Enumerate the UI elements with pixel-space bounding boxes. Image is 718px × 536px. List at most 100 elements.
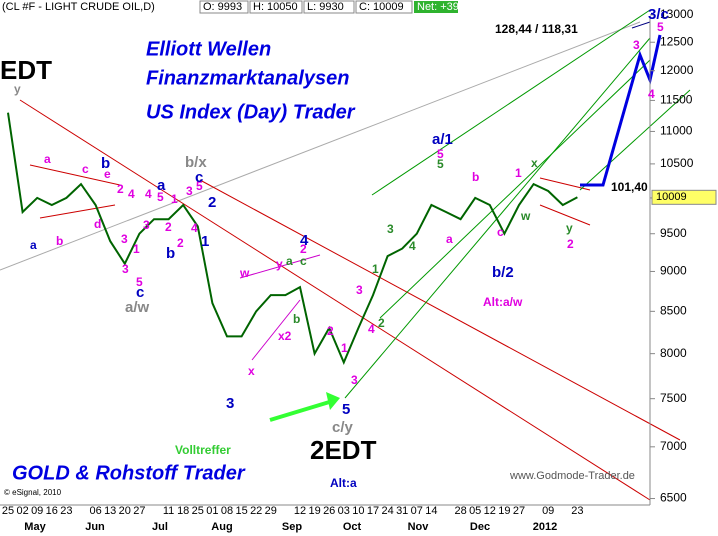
month-label: Jun [85,521,105,533]
quote-open: O: 9993 [203,1,242,13]
month-label: Dec [470,521,490,533]
annotation: a [44,152,51,166]
annotation: d [94,217,101,231]
y-tick-label: 9000 [660,264,687,278]
quote-close: C: 10009 [359,1,404,13]
annotation: b/x [185,154,207,171]
trend-line [19,99,651,501]
annotation: 2 [165,220,172,234]
annotation: 4 [145,187,152,201]
copyright: © eSignal, 2010 [4,488,62,497]
annotation: c [136,284,144,301]
annotation: e [104,167,111,181]
y-tick-label: 7500 [660,391,687,405]
annotation: 4 [128,187,135,201]
x-tick-label: 12 [294,505,306,517]
annotation: 5 [657,20,664,34]
annotation: x2 [278,329,292,343]
chart-title: (CL #F - LIGHT CRUDE OIL,D) [2,1,155,13]
annotation: 5 [136,275,143,289]
x-tick-label: 16 [46,505,58,517]
annotation: 1 [341,341,348,355]
x-tick-label: 17 [367,505,379,517]
trend-line [0,21,641,271]
annotation: a [286,254,293,268]
annotation: b [166,245,175,262]
x-tick-label: 25 [2,505,14,517]
x-tick-label: 05 [469,505,481,517]
y-tick-label: 12500 [660,34,694,48]
annotation: 4 [368,322,375,336]
month-label: Aug [211,521,232,533]
annotation: c [82,162,89,176]
annotation: 3 [122,262,129,276]
annotation: 128,44 / 118,31 [495,22,578,36]
annotation: 5 [437,157,444,171]
x-tick-label: 14 [425,505,437,517]
annotation: c [300,254,307,268]
annotation: y [14,82,21,96]
x-tick-label: 03 [338,505,350,517]
quote-box [303,0,355,14]
annotation: b/2 [492,264,514,281]
annotation: GOLD & Rohstoff Trader [12,462,246,484]
annotation: c/y [332,419,354,436]
annotation: Alt:a [330,476,357,490]
annotation: w [520,209,531,223]
annotation: Finanzmarktanalysen [146,67,349,89]
annotation: y [566,221,573,235]
annotation: w [239,266,250,280]
last-price-box [651,189,717,205]
quote-net: Net: +39 [417,1,459,13]
x-tick-label: 31 [396,505,408,517]
annotation: 1 [515,166,522,180]
annotation: c [497,225,504,239]
y-tick-label: 11000 [660,124,693,138]
quote-box [249,0,303,14]
quote-box [355,0,413,14]
annotation: 5 [157,190,164,204]
quote-low: L: 9930 [307,1,344,13]
x-tick-label: 13 [104,505,116,517]
y-tick-label: 10500 [660,156,694,170]
annotation: b [101,155,110,172]
quote-box [199,0,249,14]
x-tick-label: 19 [498,505,510,517]
trend-line [579,89,691,191]
trend-line [199,179,681,441]
annotation: 1 [372,262,379,276]
x-tick-label: 27 [513,505,525,517]
x-tick-label: 06 [89,505,101,517]
annotation: b [293,312,300,326]
month-label: Jul [152,521,168,533]
trend-line [239,254,321,279]
annotation: 4 [409,239,416,253]
x-tick-label: 09 [31,505,43,517]
annotation: 3 [121,232,128,246]
annotation: a [446,232,453,246]
annotation: 2 [177,236,184,250]
x-tick-label: 12 [484,505,496,517]
price-line [7,112,578,365]
annotation: 2 [208,194,216,211]
annotation: 3 [356,283,363,297]
x-tick-label: 01 [206,505,218,517]
y-tick-label: 9500 [660,226,687,240]
y-tick-label: 12000 [660,63,694,77]
month-label: Sep [282,521,302,533]
x-tick-label: 27 [133,505,145,517]
annotation: 3 [186,184,193,198]
x-tick-label: 20 [119,505,131,517]
x-tick-label: 22 [250,505,262,517]
annotation: c [195,169,203,186]
x-tick-label: 11 [163,505,174,517]
y-tick-label: 8000 [660,346,687,360]
annotation: 4 [300,232,309,249]
annotation: y [276,257,283,271]
x-tick-label: 02 [16,505,28,517]
y-tick-label: 13000 [660,7,694,21]
annotation: 5 [196,179,203,193]
annotation: 2EDT [310,435,377,465]
annotation: 2 [117,182,124,196]
month-label: Oct [343,521,362,533]
